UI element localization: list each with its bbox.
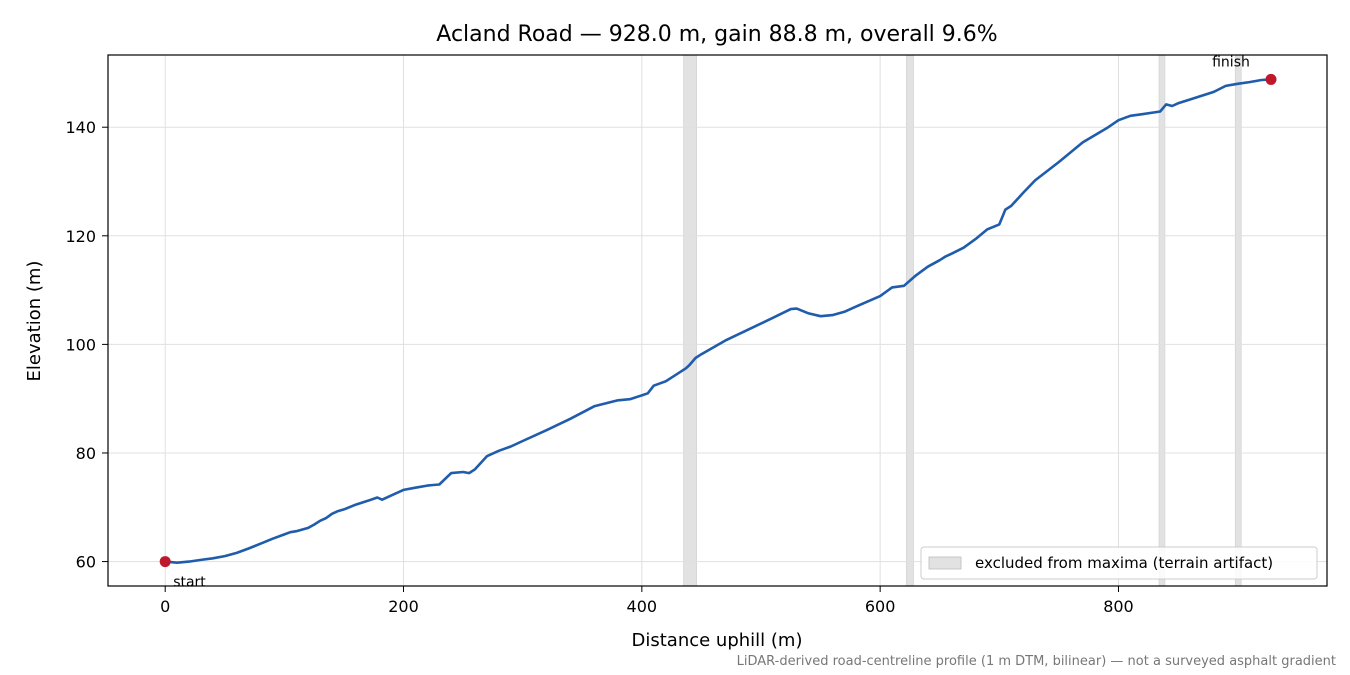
legend-label: excluded from maxima (terrain artifact)	[975, 554, 1273, 572]
excluded-band-3	[1158, 54, 1166, 587]
finish-marker	[1265, 73, 1277, 85]
elevation-line	[165, 78, 1272, 564]
x-tick-label: 200	[388, 597, 419, 616]
chart-title: Acland Road — 928.0 m, gain 88.8 m, over…	[436, 22, 997, 47]
x-tick-label: 0	[160, 597, 170, 616]
start-marker	[159, 556, 171, 568]
legend-box	[920, 546, 1318, 580]
start-label: start	[173, 575, 206, 591]
finish-label: finish	[1212, 54, 1250, 70]
x-tick-label: 800	[1103, 597, 1134, 616]
y-tick-label: 100	[65, 335, 96, 354]
legend: excluded from maxima (terrain artifact)	[920, 546, 1318, 580]
y-tick-label: 60	[76, 553, 96, 572]
y-axis-title: Elevation (m)	[24, 261, 45, 382]
footnote: LiDAR-derived road-centreline profile (1…	[737, 654, 1336, 669]
excluded-band-4	[1234, 54, 1242, 587]
endpoint-markers: start finish	[159, 54, 1277, 591]
axis-ticks: 0 200 400 600 800 60 80 100 120 140	[65, 118, 1133, 616]
x-tick-label: 600	[865, 597, 896, 616]
x-axis-title: Distance uphill (m)	[632, 630, 803, 651]
x-tick-label: 400	[627, 597, 658, 616]
y-tick-label: 140	[65, 118, 96, 137]
legend-swatch	[928, 556, 962, 570]
grid-lines	[108, 55, 1327, 586]
y-tick-label: 120	[65, 227, 96, 246]
plot-area: 0 200 400 600 800 60 80 100 120 140 start finish	[65, 54, 1328, 616]
y-tick-label: 80	[76, 444, 96, 463]
excluded-band-1	[683, 54, 697, 587]
plot-frame	[107, 54, 1328, 587]
excluded-band-2	[906, 54, 914, 587]
